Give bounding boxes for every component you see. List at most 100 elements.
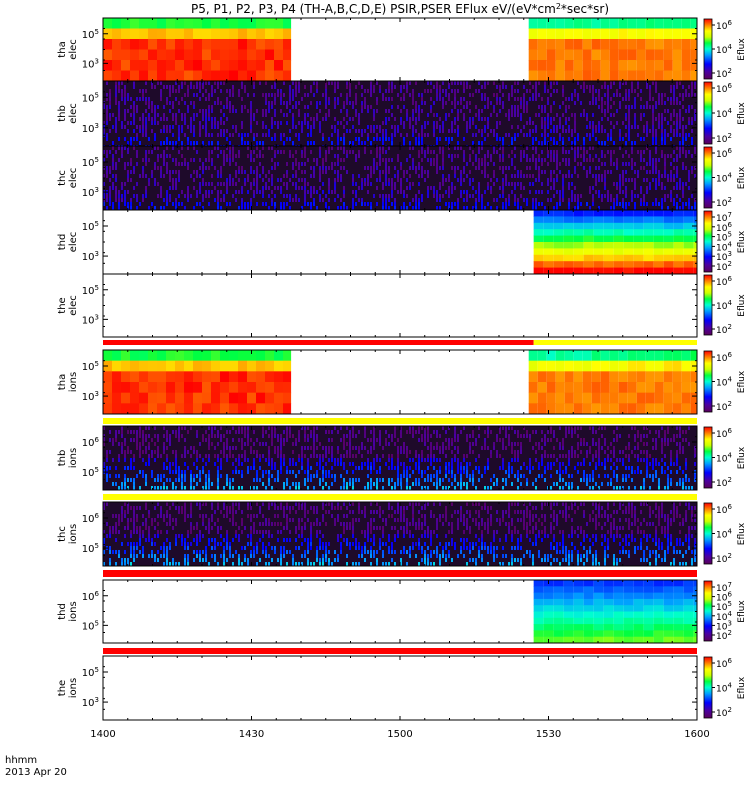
spectrogram-cell <box>636 360 646 372</box>
spectrogram-cell <box>672 39 682 50</box>
spectrogram-cell <box>127 450 129 454</box>
spectrogram-cell <box>130 202 132 206</box>
spectrogram-cell <box>430 150 432 154</box>
spectrogram-cell <box>334 478 336 482</box>
spectrogram-cell <box>385 438 387 442</box>
spectrogram-cell <box>112 28 121 40</box>
spectrogram-cell <box>681 382 691 394</box>
spectrogram-cell <box>121 482 123 486</box>
spectrogram-cell <box>676 158 678 162</box>
spectrogram-cell <box>217 454 219 458</box>
spectrogram-cell <box>445 93 447 97</box>
spectrogram-cell <box>115 121 117 125</box>
spectrogram-cell <box>690 49 697 61</box>
spectrogram-cell <box>358 129 360 133</box>
spectrogram-cell <box>490 178 492 182</box>
spectrogram-cell <box>555 60 565 71</box>
spectrogram-cell <box>633 254 644 262</box>
spectrogram-cell <box>406 454 408 458</box>
spectrogram-cell <box>361 101 363 105</box>
spectrogram-cell <box>658 101 660 105</box>
spectrogram-cell <box>265 113 267 117</box>
spectrogram-cell <box>403 190 405 194</box>
spectrogram-cell <box>283 486 285 490</box>
spectrogram-cell <box>654 60 664 71</box>
spectrogram-cell <box>487 121 489 125</box>
spectrogram-cell <box>394 198 396 202</box>
spectrogram-cell <box>609 403 619 415</box>
spectrogram-cell <box>690 18 697 29</box>
spectrogram-cell <box>604 174 606 178</box>
spectrogram-cell <box>564 371 574 383</box>
spectrogram-cell <box>214 89 216 93</box>
spectrogram-cell <box>319 101 321 105</box>
spectrogram-cell <box>559 194 561 198</box>
spectrogram-cell <box>145 158 147 162</box>
spectrogram-cell <box>388 206 390 210</box>
spectrogram-cell <box>295 486 297 490</box>
spectrogram-cell <box>319 150 321 154</box>
spectrogram-cell <box>208 141 210 145</box>
spectrogram-cell <box>643 267 654 275</box>
spectrogram-cell <box>385 182 387 186</box>
spectrogram-cell <box>130 28 139 40</box>
spectrogram-cell <box>334 170 336 174</box>
spectrogram-cell <box>265 28 274 40</box>
spectrogram-cell <box>541 158 543 162</box>
spectrogram-cell <box>181 117 183 121</box>
spectrogram-cell <box>139 442 141 446</box>
spectrogram-cell <box>175 454 177 458</box>
spectrogram-cell <box>583 154 585 158</box>
spectrogram-cell <box>445 117 447 121</box>
spectrogram-cell <box>484 129 486 133</box>
spectrogram-cell <box>514 182 516 186</box>
spectrogram-cell <box>127 202 129 206</box>
spectrogram-cell <box>241 198 243 202</box>
spectrogram-cell <box>601 97 603 101</box>
spectrogram-cell <box>241 141 243 145</box>
spectrogram-cell <box>436 170 438 174</box>
spectrogram-cell <box>241 474 243 478</box>
spectrogram-cell <box>307 458 309 462</box>
spectrogram-cell <box>352 198 354 202</box>
spectrogram-cell <box>280 442 282 446</box>
spectrogram-cell <box>418 166 420 170</box>
spectrogram-cell <box>157 81 159 85</box>
spectrogram-cell <box>292 174 294 178</box>
spectrogram-cell <box>370 430 372 434</box>
spectrogram-cell <box>496 101 498 105</box>
spectrogram-cell <box>256 470 258 474</box>
spectrogram-cell <box>376 458 378 462</box>
spectrogram-cell <box>271 125 273 129</box>
spectrogram-cell <box>322 182 324 186</box>
spectrogram-cell <box>475 190 477 194</box>
spectrogram-cell <box>259 154 261 158</box>
spectrogram-cell <box>547 121 549 125</box>
spectrogram-cell <box>361 133 363 137</box>
spectrogram-cell <box>337 137 339 141</box>
spectrogram-cell <box>265 430 267 434</box>
spectrogram-cell <box>130 97 132 101</box>
spectrogram-cell <box>546 18 556 29</box>
spectrogram-cell <box>271 426 273 430</box>
spectrogram-cell <box>373 430 375 434</box>
spectrogram-cell <box>130 70 139 82</box>
spectrogram-cell <box>304 113 306 117</box>
spectrogram-cell <box>370 129 372 133</box>
spectrogram-cell <box>343 466 345 470</box>
spectrogram-cell <box>373 194 375 198</box>
spectrogram-cell <box>208 194 210 198</box>
spectrogram-cell <box>582 18 592 29</box>
spectrogram-cell <box>622 174 624 178</box>
spectrogram-cell <box>693 210 697 217</box>
spectrogram-cell <box>190 486 192 490</box>
spectrogram-cell <box>625 117 627 121</box>
spectrogram-cell <box>667 97 669 101</box>
spectrogram-cell <box>115 162 117 166</box>
spectrogram-cell <box>673 210 684 217</box>
spectrogram-cell <box>607 137 609 141</box>
spectrogram-cell <box>454 458 456 462</box>
spectrogram-cell <box>418 141 420 145</box>
spectrogram-cell <box>220 190 222 194</box>
